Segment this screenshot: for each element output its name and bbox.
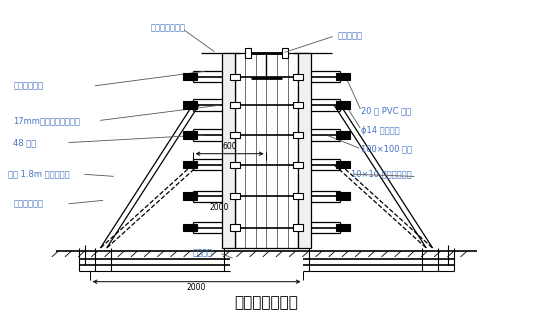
Bar (336, 192, 350, 200)
Text: 17mm厚多层覆膜木模板: 17mm厚多层覆膜木模板 (13, 116, 80, 125)
Bar (336, 73, 350, 80)
Text: 混凝土上面标高: 混凝土上面标高 (150, 23, 185, 32)
Bar (293, 224, 303, 231)
Text: 20 的 PVC 套管: 20 的 PVC 套管 (361, 107, 411, 116)
Bar (336, 224, 350, 231)
Bar (336, 161, 350, 169)
Bar (245, 48, 251, 58)
Bar (183, 224, 197, 231)
Bar (230, 162, 240, 168)
Bar (293, 132, 303, 138)
Bar (183, 161, 197, 169)
Bar (293, 74, 303, 80)
Bar (235, 53, 298, 248)
Bar (293, 193, 303, 199)
Text: ϕ14 对拉螺杆: ϕ14 对拉螺杆 (361, 126, 400, 135)
Text: 2000: 2000 (187, 283, 206, 292)
Bar (230, 74, 240, 80)
Bar (183, 101, 197, 109)
Text: 墙体模板支设图: 墙体模板支设图 (235, 296, 298, 311)
Bar (222, 53, 235, 248)
Bar (230, 102, 240, 108)
Text: 10×10 铁片飞机螺母: 10×10 铁片飞机螺母 (351, 170, 411, 179)
Bar (336, 101, 350, 109)
Text: 顶撑地锚: 顶撑地锚 (192, 248, 213, 257)
Bar (293, 102, 303, 108)
Text: 工字形内撑: 工字形内撑 (338, 31, 362, 40)
Bar (230, 132, 240, 138)
Bar (293, 162, 303, 168)
Bar (183, 192, 197, 200)
Bar (336, 131, 350, 139)
Bar (183, 131, 197, 139)
Text: 600: 600 (222, 142, 237, 151)
Bar (282, 48, 288, 58)
Text: 间距 1.8m 的反拉钢管: 间距 1.8m 的反拉钢管 (8, 170, 70, 179)
Bar (298, 53, 311, 248)
Text: 100×100 木枋: 100×100 木枋 (361, 145, 413, 154)
Bar (183, 73, 197, 80)
Bar (230, 193, 240, 199)
Text: 夹墙横向钢管: 夹墙横向钢管 (13, 82, 43, 91)
Text: 48 钢管: 48 钢管 (13, 138, 37, 147)
Text: 二、三道斜撑: 二、三道斜撑 (13, 200, 43, 209)
Text: 2000: 2000 (209, 203, 229, 212)
Bar (230, 224, 240, 231)
